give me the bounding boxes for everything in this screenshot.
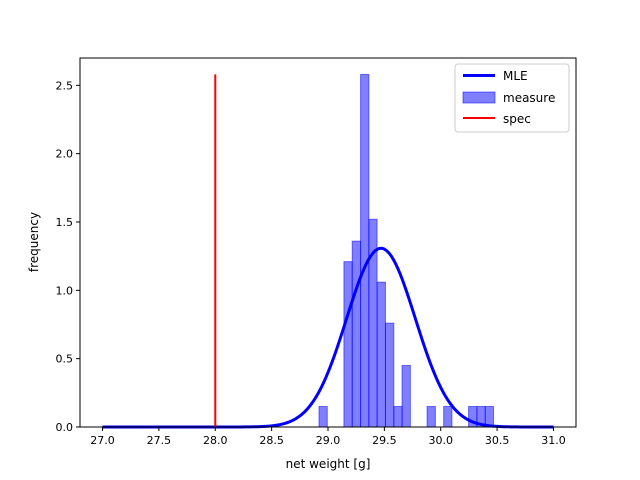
x-tick-label: 28.0 [203,434,228,447]
legend-measure-swatch [462,91,496,104]
legend-measure-label: measure [503,91,555,105]
x-tick-label: 27.0 [90,434,115,447]
histogram-bar [401,365,411,428]
histogram-bar [393,406,403,428]
histogram-bar [443,406,453,428]
histogram-bar [318,406,328,428]
legend-frame [454,63,570,133]
histogram-bar [351,240,362,428]
legend: MLE measure spec [454,63,570,133]
histogram-bar [360,73,370,428]
legend-spec-label: spec [503,112,531,126]
y-tick-label: 2.0 [56,148,74,161]
histogram-bar [426,406,436,428]
x-tick-label: 29.0 [316,434,341,447]
y-tick-label: 1.0 [56,284,74,297]
mle-curve [102,246,554,429]
x-tick-label: 27.5 [147,434,172,447]
histogram-bars [318,73,495,428]
x-tick-label: 31.0 [541,434,566,447]
x-tick-label: 29.5 [372,434,397,447]
y-axis-label: frequency [27,212,41,272]
mle-curve-layer [102,246,554,429]
y-tick-label: 0.0 [56,421,74,434]
x-tick-label: 28.5 [259,434,284,447]
y-ticks: 0.0 0.5 1.0 1.5 2.0 2.5 [56,79,80,434]
x-tick-label: 30.0 [428,434,453,447]
x-axis-label: net weight [g] [286,457,371,471]
x-ticks: 27.0 27.5 28.0 28.5 29.0 29.5 30.0 30.5 31.0 [90,427,566,447]
legend-mle-label: MLE [503,69,528,83]
x-tick-label: 30.5 [485,434,510,447]
histogram-bar [384,322,395,428]
histogram-bar [343,261,353,428]
y-tick-label: 1.5 [56,216,74,229]
y-tick-label: 2.5 [56,79,74,92]
y-tick-label: 0.5 [56,353,74,366]
histogram-bar [376,281,386,428]
